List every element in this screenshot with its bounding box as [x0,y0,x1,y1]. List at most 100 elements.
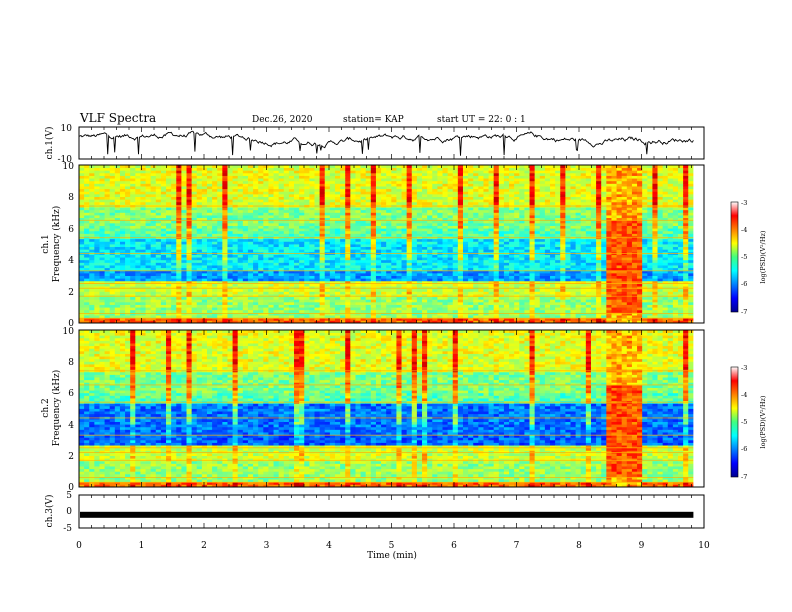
spectrogram-cell [334,288,341,292]
spectrogram-cell [452,172,459,176]
spectrogram-cell [212,315,218,319]
spectrogram-cell [457,270,464,274]
spectrogram-cell [258,199,264,203]
spectrogram-cell [181,267,187,271]
spectrogram-cell [263,299,269,303]
spectrogram-cell [427,249,433,253]
spectrogram-cell [401,207,408,211]
spectrogram-cell [442,225,449,229]
spectrogram-cell [381,225,387,229]
spectrogram-cell [427,286,433,290]
spectrogram-cell [237,180,244,184]
spectrogram-cell [273,201,280,205]
spectrogram-cell [145,291,152,295]
spectrogram-cell [345,225,351,229]
spectrogram-cell [135,283,141,287]
spectrogram-cell [355,212,361,216]
spectrogram-cell [94,186,100,190]
spectrogram-cell [206,222,213,226]
spectrogram-cell [452,222,459,226]
spectrogram-cell [247,265,254,269]
spectrogram-cell [191,172,198,176]
spectrogram-cell [206,201,213,205]
spectrogram-cell [396,186,402,190]
spectrogram-cell [427,212,433,216]
spectrogram-cell [427,246,433,250]
spectrogram-cell [99,315,105,319]
spectrogram-cell [176,244,182,248]
spectrogram-cell [232,217,239,221]
spectrogram-cell [329,317,336,321]
spectrogram-cell [473,230,479,234]
spectrogram-cell [196,280,203,284]
spectrogram-cell [206,215,213,219]
spectrogram-cell [401,201,408,205]
spectrogram-cell [488,212,495,216]
spectrogram-cell [345,178,351,182]
spectrogram-cell [437,199,443,203]
spectrogram-cell [334,180,341,184]
spectrogram-cell [247,209,254,213]
spectrogram-cell [309,222,315,226]
spectrogram-cell [268,249,274,253]
spectrogram-cell [294,178,300,182]
spectrogram-cell [422,257,428,261]
spectrogram-cell [334,307,341,311]
spectrogram-cell [462,257,469,261]
spectrogram-cell [473,193,479,197]
spectrogram-cell [381,246,387,250]
spectrogram-cell [483,307,489,311]
spectrogram-cell [309,275,315,279]
spectrogram-cell [237,212,244,216]
spectrogram-cell [355,249,361,253]
spectrogram-cell [278,183,285,187]
spectrogram-cell [258,244,264,248]
spectrogram-cell [488,228,495,232]
spectrogram-cell [422,296,428,300]
spectrogram-cell [309,307,315,311]
spectrogram-cell [84,183,90,187]
spectrogram-cell [140,309,146,313]
spectrogram-cell [109,299,116,303]
spectrogram-cell [258,201,264,205]
spectrogram-cell [104,228,111,232]
spectrogram-cell [401,167,408,171]
spectrogram-cell [447,296,454,300]
spectrogram-cell [493,283,500,287]
spectrogram-cell [135,278,141,282]
spectrogram-cell [314,278,321,282]
spectrogram-cell [79,299,85,303]
spectrogram-cell [370,196,377,200]
spectrogram-cell [314,188,321,192]
spectrogram-cell [345,301,351,305]
spectrogram-cell [150,183,157,187]
spectrogram-cell [212,259,218,263]
spectrogram-cell [94,257,100,261]
spectrogram-cell [442,191,449,195]
spectrogram-cell [253,241,259,245]
spectrogram-cell [135,212,141,216]
spectrogram-cell [196,244,203,248]
spectrogram-cell [119,278,126,282]
spectrogram-cell [360,307,367,311]
spectrogram-cell [125,301,131,305]
spectrogram-cell [130,246,136,250]
spectrogram-cell [468,175,474,179]
spectrogram-cell [89,272,95,276]
spectrogram-cell [268,220,274,224]
spectrogram-cell [483,317,489,321]
spectrogram-cell [319,201,326,205]
spectrogram-cell [370,238,377,242]
spectrogram-cell [375,249,382,253]
spectrogram-cell [160,193,167,197]
spectrogram-cell [140,201,146,205]
spectrogram-cell [416,191,423,195]
spectrogram-cell [360,299,367,303]
spectrogram-cell [212,209,218,213]
spectrogram-cell [375,315,382,319]
spectrogram-cell [145,170,152,174]
spectrogram-cell [314,199,321,203]
spectrogram-cell [468,165,474,169]
spectrogram-cell [166,249,172,253]
spectrogram-cell [114,283,121,287]
